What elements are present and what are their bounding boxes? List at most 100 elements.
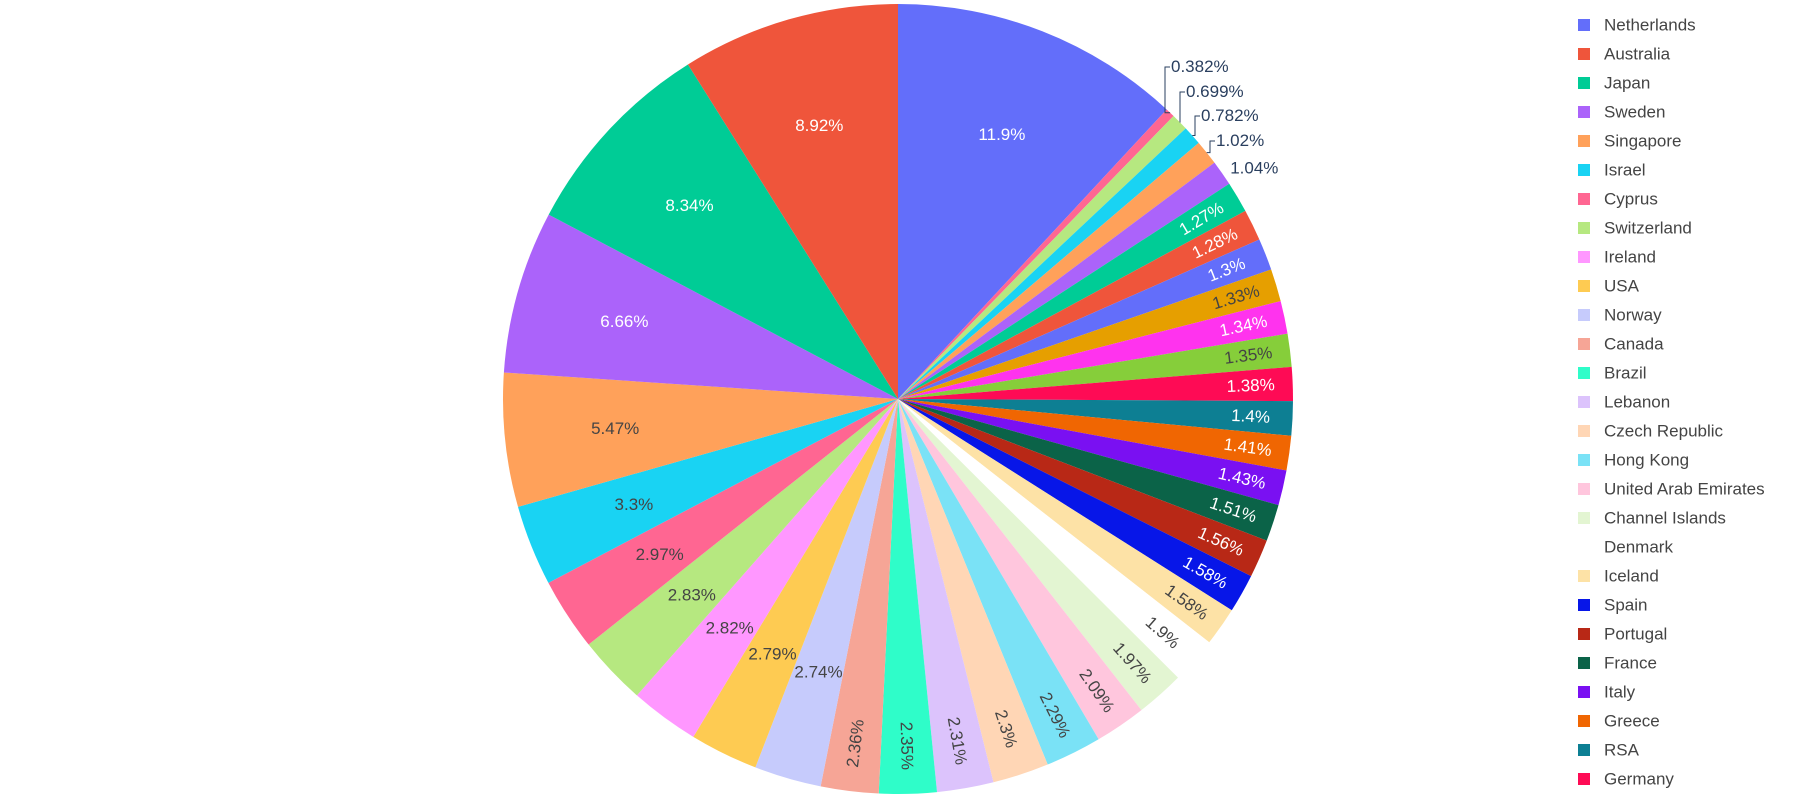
pie-slice-netherlands[interactable] <box>898 4 1167 399</box>
legend-swatch-czech-republic[interactable] <box>1578 425 1590 437</box>
pie-slice-rsa[interactable] <box>898 399 1293 436</box>
pie-slice-italy[interactable] <box>898 399 1287 506</box>
pie-slice-switzerland[interactable] <box>898 115 1186 400</box>
legend-label-australia[interactable]: Australia <box>1604 45 1671 64</box>
legend-label-usa[interactable]: USA <box>1604 277 1640 296</box>
legend-swatch-italy[interactable] <box>1578 686 1590 698</box>
slice-label: 2.79% <box>748 645 796 664</box>
pie-slice-usa[interactable] <box>898 269 1281 399</box>
pie-slice-usa[interactable] <box>693 399 898 768</box>
legend-label-denmark[interactable]: Denmark <box>1604 538 1673 557</box>
pie-slice-united-arab-emirates[interactable] <box>898 399 1142 740</box>
legend-swatch-switzerland[interactable] <box>1578 222 1590 234</box>
legend-label-brazil[interactable]: Brazil <box>1604 364 1647 383</box>
legend-swatch-brazil[interactable] <box>1578 367 1590 379</box>
pie-slice-ireland[interactable] <box>898 301 1288 399</box>
legend-swatch-cyprus[interactable] <box>1578 193 1590 205</box>
legend-swatch-hong-kong[interactable] <box>1578 454 1590 466</box>
pie-slice-channel-islands[interactable] <box>898 399 1178 711</box>
pie-slice-sweden[interactable] <box>503 214 898 399</box>
legend-label-iceland[interactable]: Iceland <box>1604 567 1659 586</box>
pie-slice-japan[interactable] <box>898 183 1246 399</box>
legend-swatch-iceland[interactable] <box>1578 570 1590 582</box>
legend-label-channel-islands[interactable]: Channel Islands <box>1604 509 1726 528</box>
legend-label-canada[interactable]: Canada <box>1604 335 1664 354</box>
pie-slice-greece[interactable] <box>898 399 1292 471</box>
pie-slice-hong-kong[interactable] <box>898 399 1099 765</box>
pie-slice-lebanon[interactable] <box>898 399 994 793</box>
pie-slice-france[interactable] <box>898 399 1279 541</box>
legend-swatch-denmark[interactable] <box>1578 541 1590 553</box>
legend-label-france[interactable]: France <box>1604 654 1657 673</box>
legend-label-cyprus[interactable]: Cyprus <box>1604 190 1658 209</box>
pie-slice-germany[interactable] <box>898 366 1293 402</box>
pie-slice-australia[interactable] <box>687 4 898 399</box>
pie-slice-spain[interactable] <box>898 399 1252 611</box>
legend-swatch-channel-islands[interactable] <box>1578 512 1590 524</box>
pie-slice-portugal[interactable] <box>898 399 1267 577</box>
pie-slice-australia[interactable] <box>898 210 1260 399</box>
legend-swatch-greece[interactable] <box>1578 715 1590 727</box>
legend-label-greece[interactable]: Greece <box>1604 712 1660 731</box>
legend-label-netherlands[interactable]: Netherlands <box>1604 16 1696 35</box>
legend-swatch-portugal[interactable] <box>1578 628 1590 640</box>
pie-slice-cyprus[interactable] <box>548 399 898 645</box>
legend-label-sweden[interactable]: Sweden <box>1604 103 1665 122</box>
legend-label-lebanon[interactable]: Lebanon <box>1604 393 1670 412</box>
pie-slice-iceland[interactable] <box>898 399 1232 643</box>
legend-swatch-norway[interactable] <box>1578 309 1590 321</box>
slice-label: 0.699% <box>1186 82 1244 101</box>
legend-label-germany[interactable]: Germany <box>1604 770 1674 789</box>
legend-swatch-sweden[interactable] <box>1578 106 1590 118</box>
slice-label: 2.82% <box>706 619 754 638</box>
pie-slice-netherlands[interactable] <box>898 239 1272 399</box>
legend-swatch-united-arab-emirates[interactable] <box>1578 483 1590 495</box>
pie-slice-switzerland[interactable] <box>898 333 1292 399</box>
legend-label-japan[interactable]: Japan <box>1604 74 1650 93</box>
legend-swatch-france[interactable] <box>1578 657 1590 669</box>
pie-slice-israel[interactable] <box>898 128 1199 399</box>
legend-label-portugal[interactable]: Portugal <box>1604 625 1667 644</box>
legend-swatch-ireland[interactable] <box>1578 251 1590 263</box>
legend-swatch-germany[interactable] <box>1578 773 1590 785</box>
legend-swatch-australia[interactable] <box>1578 48 1590 60</box>
legend-swatch-lebanon[interactable] <box>1578 396 1590 408</box>
legend-swatch-israel[interactable] <box>1578 164 1590 176</box>
pie-slice-singapore[interactable] <box>502 372 898 507</box>
legend-label-hong-kong[interactable]: Hong Kong <box>1604 451 1689 470</box>
legend-label-spain[interactable]: Spain <box>1604 596 1647 615</box>
legend-swatch-japan[interactable] <box>1578 77 1590 89</box>
legend-swatch-usa[interactable] <box>1578 280 1590 292</box>
pie-slice-czech-republic[interactable] <box>898 399 1048 783</box>
legend-swatch-rsa[interactable] <box>1578 744 1590 756</box>
leader-line <box>1179 91 1185 123</box>
slice-label: 2.97% <box>636 545 684 564</box>
legend-swatch-singapore[interactable] <box>1578 135 1590 147</box>
leader-line <box>1192 115 1200 136</box>
pie-slice-ireland[interactable] <box>636 399 898 737</box>
legend-label-united-arab-emirates[interactable]: United Arab Emirates <box>1604 480 1765 499</box>
legend-label-singapore[interactable]: Singapore <box>1604 132 1682 151</box>
pie-slice-singapore[interactable] <box>898 142 1215 399</box>
pie-slice-denmark[interactable] <box>898 399 1210 678</box>
legend-label-czech-republic[interactable]: Czech Republic <box>1604 422 1724 441</box>
pie-slice-canada[interactable] <box>820 399 898 794</box>
legend-swatch-canada[interactable] <box>1578 338 1590 350</box>
legend-label-rsa[interactable]: RSA <box>1604 741 1640 760</box>
pie-slice-japan[interactable] <box>548 64 898 400</box>
legend-swatch-netherlands[interactable] <box>1578 19 1590 31</box>
pie-slice-cyprus[interactable] <box>898 109 1174 400</box>
pie-slice-israel[interactable] <box>518 399 898 583</box>
legend-label-norway[interactable]: Norway <box>1604 306 1662 325</box>
legend-label-italy[interactable]: Italy <box>1604 683 1636 702</box>
legend-label-israel[interactable]: Israel <box>1604 161 1646 180</box>
pie-slice-brazil[interactable] <box>878 399 938 795</box>
pie-slice-norway[interactable] <box>755 399 898 787</box>
pie-slice-switzerland[interactable] <box>588 399 898 696</box>
legend-label-switzerland[interactable]: Switzerland <box>1604 219 1692 238</box>
pie-slice-sweden[interactable] <box>898 162 1230 399</box>
legend-swatch-spain[interactable] <box>1578 599 1590 611</box>
legend-label-ireland[interactable]: Ireland <box>1604 248 1656 267</box>
leader-line <box>1206 140 1215 154</box>
slice-label: 5.47% <box>591 419 639 438</box>
